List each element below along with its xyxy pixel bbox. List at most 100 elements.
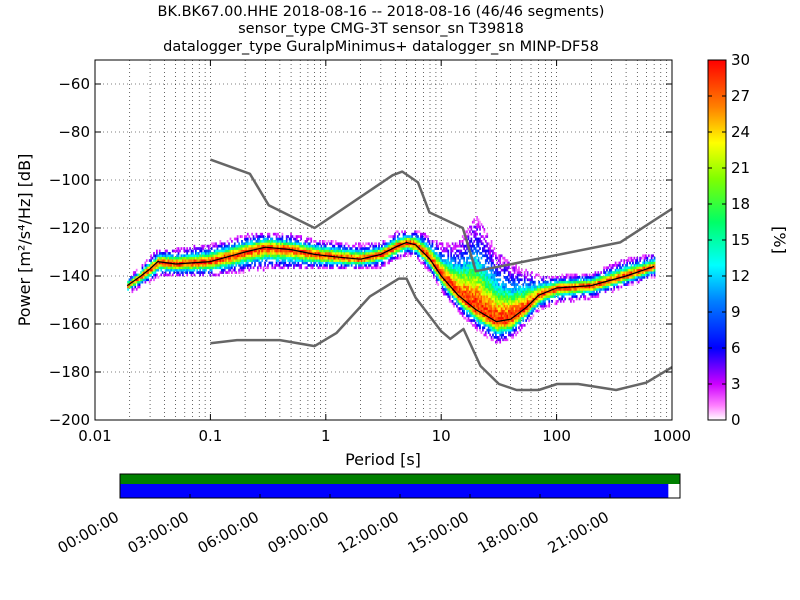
density-cell — [169, 264, 171, 267]
density-cell — [486, 288, 489, 291]
density-cell — [499, 271, 502, 274]
density-cell — [520, 312, 523, 315]
density-cell — [324, 240, 327, 243]
density-cell — [466, 280, 468, 284]
density-cell — [617, 273, 620, 277]
density-cell — [290, 240, 292, 243]
density-cell — [303, 252, 305, 255]
density-cell — [445, 247, 448, 250]
density-cell — [407, 244, 409, 248]
density-cell — [490, 240, 493, 243]
density-cell — [411, 249, 414, 253]
density-cell — [281, 237, 284, 241]
density-cell — [164, 254, 167, 258]
density-cell — [536, 297, 539, 301]
density-cell — [512, 307, 515, 310]
density-cell — [215, 264, 217, 267]
density-cell — [479, 309, 481, 313]
density-cell — [287, 256, 290, 260]
density-cell — [624, 268, 627, 272]
density-cell — [506, 292, 509, 296]
density-cell — [369, 254, 372, 258]
density-cell — [532, 288, 535, 291]
density-cell — [597, 283, 600, 286]
density-cell — [473, 324, 476, 327]
density-cell — [236, 256, 239, 260]
density-cell — [617, 280, 620, 284]
density-cell — [206, 252, 209, 255]
density-cell — [497, 307, 500, 310]
density-cell — [464, 292, 467, 296]
density-cell — [319, 256, 321, 260]
density-cell — [476, 280, 478, 284]
density-cell — [209, 266, 212, 270]
density-cell — [607, 280, 610, 284]
density-cell — [460, 254, 463, 258]
density-cell — [255, 247, 258, 250]
density-cell — [424, 237, 427, 241]
density-cell — [200, 249, 203, 253]
density-cell — [281, 235, 284, 238]
density-cell — [261, 256, 264, 260]
density-cell — [474, 280, 477, 284]
density-cell — [642, 254, 644, 258]
density-cell — [220, 254, 223, 258]
density-cell — [339, 254, 341, 258]
density-cell — [528, 285, 530, 289]
density-cell — [503, 338, 506, 342]
density-cell — [500, 314, 503, 318]
density-cell — [482, 290, 484, 294]
density-cell — [467, 304, 470, 308]
density-cell — [470, 283, 473, 286]
density-cell — [303, 249, 305, 253]
density-cell — [479, 290, 481, 294]
density-cell — [383, 264, 386, 267]
density-cell — [545, 283, 548, 286]
density-cell — [205, 249, 207, 253]
density-cell — [479, 228, 481, 231]
y-tick-label: −140 — [49, 267, 90, 285]
density-cell — [503, 336, 506, 339]
density-cell — [128, 278, 131, 282]
density-cell — [460, 290, 463, 294]
density-cell — [287, 242, 290, 246]
density-cell — [466, 276, 468, 279]
density-cell — [259, 264, 262, 267]
density-cell — [466, 235, 468, 238]
density-cell — [451, 290, 454, 294]
density-cell — [469, 295, 471, 298]
density-cell — [630, 266, 633, 270]
density-cell — [396, 247, 399, 250]
density-cell — [505, 304, 507, 308]
colorbar-tick-label: 3 — [731, 375, 741, 393]
density-cell — [458, 302, 461, 306]
density-cell — [291, 256, 294, 260]
density-cell — [591, 295, 594, 298]
density-cell — [347, 261, 350, 265]
density-cell — [483, 264, 486, 267]
density-cell — [603, 266, 605, 270]
density-cell — [200, 261, 203, 265]
density-cell — [254, 237, 256, 241]
density-cell — [453, 302, 455, 306]
density-cell — [412, 232, 415, 236]
density-cell — [203, 256, 206, 260]
density-cell — [131, 285, 134, 289]
density-cell — [239, 249, 242, 253]
density-cell — [513, 309, 516, 313]
density-cell — [642, 271, 644, 274]
density-cell — [307, 259, 310, 262]
density-cell — [496, 300, 499, 303]
density-cell — [244, 242, 246, 246]
density-cell — [551, 283, 553, 286]
density-cell — [495, 254, 497, 258]
x-tick-label: 0.1 — [198, 427, 222, 445]
density-cell — [652, 266, 654, 270]
density-cell — [502, 309, 504, 313]
density-cell — [401, 237, 403, 241]
density-cell — [532, 307, 535, 310]
density-cell — [438, 276, 441, 279]
density-cell — [545, 285, 548, 289]
density-cell — [171, 254, 174, 258]
density-cell — [470, 321, 473, 325]
